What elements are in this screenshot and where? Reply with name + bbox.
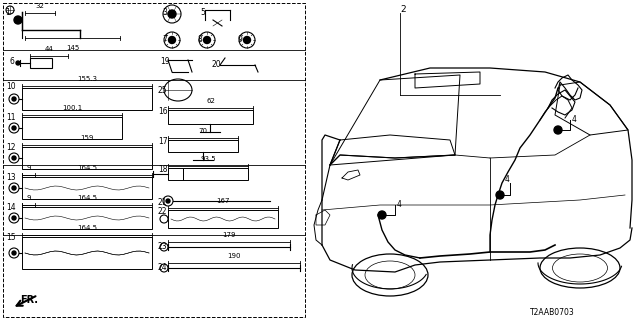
Text: 16: 16 <box>158 107 168 116</box>
Circle shape <box>12 251 16 255</box>
Text: 164.5: 164.5 <box>77 195 97 201</box>
Text: 100.1: 100.1 <box>62 105 82 111</box>
Text: 23: 23 <box>158 242 168 251</box>
Bar <box>168 210 278 228</box>
Circle shape <box>554 126 562 134</box>
Text: 6: 6 <box>10 57 15 66</box>
Bar <box>22 117 122 139</box>
Text: 145: 145 <box>66 45 79 51</box>
Bar <box>22 207 152 229</box>
Text: 13: 13 <box>6 173 15 182</box>
Text: 21: 21 <box>158 198 168 207</box>
Text: 159: 159 <box>80 135 93 141</box>
Bar <box>3 3 305 317</box>
Text: 20: 20 <box>212 60 221 69</box>
Text: 9: 9 <box>26 165 31 171</box>
Text: 179: 179 <box>222 232 236 238</box>
Bar <box>22 237 152 269</box>
Circle shape <box>14 16 22 24</box>
Text: 164.5: 164.5 <box>77 225 97 231</box>
Circle shape <box>243 36 250 44</box>
Text: 9: 9 <box>26 195 31 201</box>
Text: 7: 7 <box>162 35 167 44</box>
Bar <box>183 168 248 180</box>
Circle shape <box>16 61 20 65</box>
Text: 10: 10 <box>6 82 15 91</box>
Circle shape <box>378 211 386 219</box>
Circle shape <box>12 97 16 101</box>
Text: 164.5: 164.5 <box>77 165 97 171</box>
Text: 11: 11 <box>6 113 15 122</box>
Text: 44: 44 <box>45 46 53 52</box>
Text: 62: 62 <box>206 98 215 104</box>
Text: 15: 15 <box>6 233 15 242</box>
Circle shape <box>12 156 16 160</box>
Circle shape <box>204 36 211 44</box>
Bar <box>22 88 152 110</box>
Text: FR.: FR. <box>20 295 38 305</box>
Text: 93.5: 93.5 <box>200 156 216 162</box>
Text: 8: 8 <box>197 35 202 44</box>
Text: 24: 24 <box>158 263 168 272</box>
Circle shape <box>12 216 16 220</box>
Text: 22: 22 <box>158 207 168 216</box>
Text: 25: 25 <box>158 86 168 95</box>
Circle shape <box>168 36 175 44</box>
Text: T2AAB0703: T2AAB0703 <box>530 308 575 317</box>
Text: 5: 5 <box>200 8 205 17</box>
Text: 1: 1 <box>5 8 10 17</box>
Text: 190: 190 <box>227 253 241 259</box>
Text: 18: 18 <box>158 165 168 174</box>
Circle shape <box>496 191 504 199</box>
Text: 12: 12 <box>6 143 15 152</box>
Circle shape <box>166 199 170 203</box>
Bar <box>168 168 183 180</box>
Text: 19: 19 <box>160 57 170 66</box>
Text: 9: 9 <box>237 35 242 44</box>
Text: 4: 4 <box>572 115 577 124</box>
Text: 155.3: 155.3 <box>77 76 97 82</box>
Text: 4: 4 <box>505 175 510 184</box>
Bar <box>22 177 152 199</box>
Bar <box>30 58 52 68</box>
Text: 3: 3 <box>162 8 167 17</box>
Bar <box>168 140 238 152</box>
Circle shape <box>12 186 16 190</box>
Circle shape <box>12 126 16 130</box>
Text: 4: 4 <box>397 200 402 209</box>
Text: 2: 2 <box>400 5 406 14</box>
Text: 70: 70 <box>198 128 207 134</box>
Text: 17: 17 <box>158 137 168 146</box>
Bar <box>22 147 152 169</box>
Text: 32: 32 <box>36 3 44 9</box>
Bar <box>168 110 253 124</box>
Text: 14: 14 <box>6 203 15 212</box>
Text: 167: 167 <box>216 198 230 204</box>
Circle shape <box>168 10 176 18</box>
